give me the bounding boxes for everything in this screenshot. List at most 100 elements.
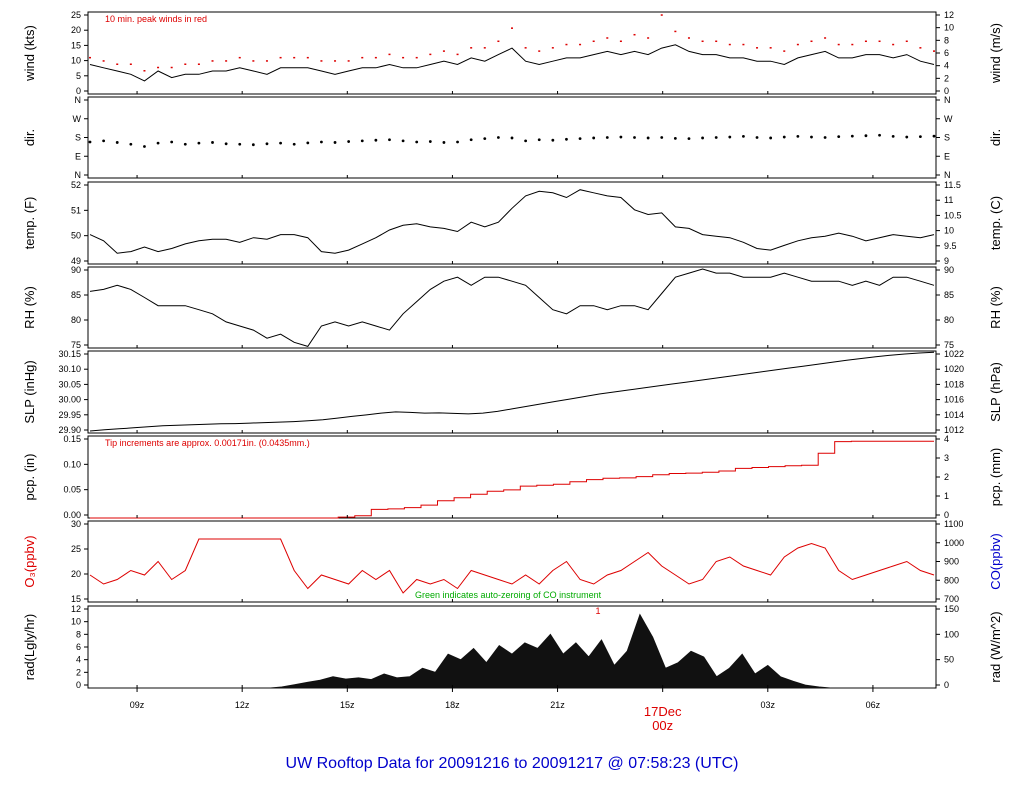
left-tick-label: N	[75, 170, 82, 180]
x-tick-label: 15z	[340, 700, 355, 710]
right-tick-label: 1	[944, 491, 949, 501]
left-tick-label: 30.00	[58, 395, 81, 405]
y-axis-label-right: rad (W/m^2)	[988, 611, 1003, 682]
left-tick-label: 8	[76, 629, 81, 639]
y-axis-label-left: rad(Lgly/hr)	[22, 614, 37, 680]
peak-wind-mark	[225, 60, 228, 62]
peak-wind-mark	[579, 43, 582, 46]
peak-wind-mark	[892, 43, 895, 46]
series-line	[89, 351, 935, 432]
x-tick-label: 00z	[652, 718, 673, 733]
peak-wind-mark	[388, 53, 391, 56]
dir-point	[483, 137, 487, 141]
left-tick-label: 5	[76, 71, 81, 81]
dir-point	[170, 140, 174, 144]
right-tick-label: 0	[944, 680, 949, 690]
dir-point	[197, 141, 201, 145]
dir-point	[687, 137, 691, 141]
dir-point	[524, 139, 528, 143]
dir-point	[551, 138, 555, 142]
right-tick-label: 2	[944, 73, 949, 83]
left-tick-label: 10	[71, 56, 81, 66]
dir-point	[932, 134, 936, 138]
peak-wind-mark	[347, 60, 350, 62]
chart-title: UW Rooftop Data for 20091216 to 20091217…	[286, 755, 739, 772]
left-tick-label: 30.05	[58, 379, 81, 389]
peak-wind-mark	[715, 40, 718, 43]
dir-point	[211, 141, 214, 144]
right-tick-label: 3	[944, 453, 949, 463]
dir-point	[401, 139, 405, 143]
dir-point	[823, 136, 827, 139]
panel-frame	[87, 266, 937, 349]
peak-wind-mark	[89, 56, 91, 59]
peak-wind-mark	[796, 43, 799, 46]
dir-point	[701, 136, 704, 140]
panel-frame	[87, 181, 937, 265]
peak-wind-mark	[551, 47, 554, 49]
left-tick-label: 12	[71, 604, 81, 614]
peak-wind-mark	[810, 40, 813, 43]
dir-point	[565, 137, 568, 141]
y-axis-label-right: temp. (C)	[988, 196, 1003, 250]
x-tick-label: 18z	[445, 700, 460, 710]
right-tick-label: 80	[944, 315, 954, 325]
dir-point	[129, 142, 133, 146]
dir-point	[864, 134, 868, 138]
left-tick-label: 20	[71, 569, 81, 579]
y-axis-label-right: dir.	[988, 129, 1003, 146]
left-tick-label: 4	[76, 655, 81, 665]
panel-1: 0 5 10 15 20 25 0 2 4 6 8 10 12 wind (kts) wind (m/s) 1…	[22, 10, 1003, 96]
peak-wind-mark	[442, 50, 445, 52]
right-tick-label: 10	[944, 23, 954, 33]
y-axis-label-left: RH (%)	[22, 286, 37, 329]
peak-wind-mark	[864, 40, 867, 43]
dir-point	[333, 141, 337, 144]
y-axis-label-right: SLP (hPa)	[988, 362, 1003, 422]
dir-point	[878, 133, 881, 137]
dir-point	[224, 142, 228, 146]
dir-point	[292, 142, 296, 146]
dir-point	[755, 136, 759, 139]
right-tick-label: 11	[944, 195, 953, 205]
dir-point	[320, 140, 323, 144]
peak-wind-mark	[592, 40, 595, 43]
dir-point	[306, 141, 310, 145]
dir-point	[592, 136, 596, 140]
peak-wind-mark	[293, 56, 296, 59]
right-tick-label: W	[944, 114, 953, 124]
right-tick-label: 2	[944, 472, 949, 482]
peak-wind-mark	[565, 43, 568, 46]
dir-point	[238, 142, 242, 146]
right-tick-label: 800	[944, 575, 959, 585]
dir-point	[469, 138, 473, 142]
panel-3: 49 50 51 52 9 9.5 10 10.5 11 11.5 temp. (F) temp. (…	[22, 180, 1003, 266]
x-date-label: 17Dec	[644, 704, 682, 719]
x-tick-label: 06z	[866, 700, 881, 710]
peak-wind-mark	[837, 43, 840, 46]
right-tick-label: 9	[944, 256, 949, 266]
dir-point	[537, 138, 541, 142]
dir-point	[374, 138, 378, 142]
peak-wind-mark	[456, 53, 459, 56]
right-tick-label: N	[944, 170, 951, 180]
dir-point	[102, 139, 106, 143]
dir-point	[428, 140, 432, 143]
y-axis-label-left: temp. (F)	[22, 197, 37, 250]
left-tick-label: 80	[71, 315, 81, 325]
peak-wind-mark	[102, 60, 105, 62]
left-tick-label: 2	[76, 667, 81, 677]
left-tick-label: 25	[71, 544, 81, 554]
peak-wind-mark	[361, 56, 364, 59]
peak-wind-mark	[824, 37, 827, 39]
left-tick-label: 50	[71, 231, 81, 241]
peak-wind-mark	[783, 50, 786, 52]
peak-wind-mark	[851, 43, 854, 46]
dir-point	[143, 145, 146, 148]
peak-wind-mark	[728, 43, 731, 46]
left-tick-label: 85	[71, 290, 81, 300]
left-tick-label: 29.95	[58, 410, 81, 420]
right-tick-label: 90	[944, 265, 954, 275]
